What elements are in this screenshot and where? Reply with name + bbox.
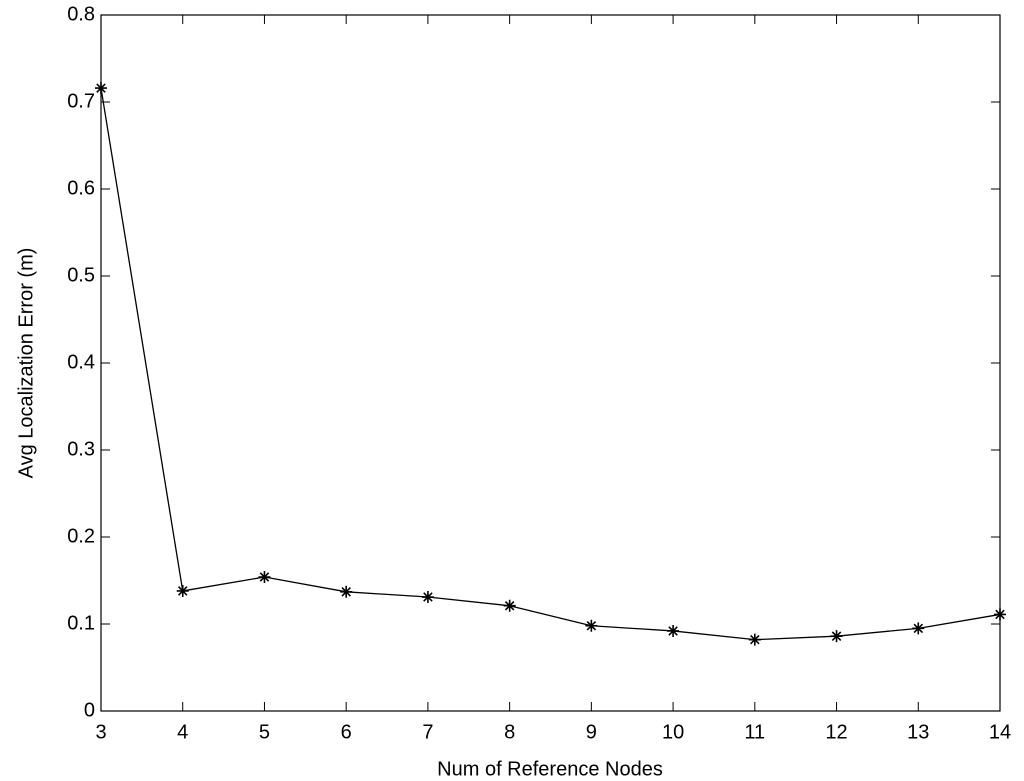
data-marker [340, 585, 353, 598]
x-tick-label: 5 [259, 721, 270, 743]
y-tick-label: 0.7 [67, 90, 95, 112]
x-axis-label: Num of Reference Nodes [437, 758, 663, 780]
data-marker [830, 630, 843, 643]
y-tick-label: 0.1 [67, 612, 95, 634]
series-line [100, 87, 1001, 641]
x-tick-label: 7 [422, 721, 433, 743]
plot-frame [100, 14, 1001, 712]
y-tick-label: 0.4 [67, 351, 95, 373]
y-tick-label: 0.5 [67, 264, 95, 286]
x-tick-label: 14 [989, 721, 1011, 743]
x-tick-label: 8 [504, 721, 515, 743]
x-tick-label: 10 [662, 721, 684, 743]
y-tick-label: 0.6 [67, 177, 95, 199]
x-tick-label: 9 [586, 721, 597, 743]
y-tick-label: 0.8 [67, 3, 95, 25]
data-marker [503, 599, 516, 612]
data-marker [994, 608, 1006, 621]
x-tick-label: 4 [177, 721, 188, 743]
x-tick-label: 3 [95, 721, 106, 743]
data-marker [258, 571, 271, 584]
x-tick-label: 11 [744, 721, 765, 743]
x-tick-label: 6 [341, 721, 352, 743]
y-axis-label: Avg Localization Error (m) [15, 248, 37, 479]
y-tick-label: 0.3 [67, 438, 95, 460]
data-marker [667, 624, 680, 637]
data-marker [748, 633, 761, 646]
x-tick-label: 13 [907, 721, 929, 743]
data-marker [912, 622, 925, 635]
x-tick-label: 12 [825, 721, 847, 743]
data-marker [585, 619, 598, 632]
y-tick-label: 0 [84, 699, 95, 721]
data-marker [95, 82, 107, 95]
data-marker [421, 591, 434, 604]
data-marker [176, 584, 189, 597]
y-tick-label: 0.2 [67, 525, 95, 547]
